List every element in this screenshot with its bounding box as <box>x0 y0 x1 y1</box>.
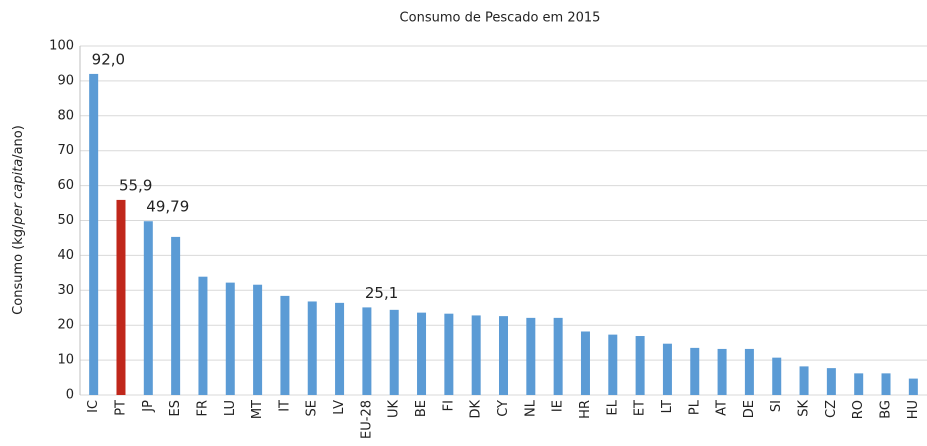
x-tick-label: DE <box>742 400 757 418</box>
bar <box>225 282 235 395</box>
bar <box>662 343 672 395</box>
x-tick-label: AT <box>715 400 730 416</box>
y-tick-label: 50 <box>57 213 74 228</box>
bar <box>881 373 891 395</box>
bar <box>198 276 208 395</box>
bar <box>772 357 782 395</box>
y-label-part: Consumo (kg/ <box>11 224 26 315</box>
x-tick-label: EL <box>605 399 620 415</box>
data-label: 55,9 <box>119 176 152 194</box>
y-axis-label: Consumo (kg/per capita/ano) <box>11 125 26 315</box>
bar <box>362 307 372 395</box>
x-tick-label: SE <box>305 400 320 416</box>
bar <box>580 331 590 395</box>
x-tick-label: IC <box>86 400 101 413</box>
bar <box>499 316 508 395</box>
y-tick-label: 0 <box>66 388 74 403</box>
y-tick-label: 40 <box>57 248 74 263</box>
bar <box>280 295 290 395</box>
x-tick-label: LU <box>223 400 238 416</box>
x-tick-label: ET <box>633 400 648 416</box>
y-tick-label: 10 <box>57 353 74 368</box>
x-tick-label: CZ <box>824 400 839 418</box>
x-tick-label: HR <box>578 400 593 419</box>
y-tick-label: 100 <box>49 39 74 54</box>
y-tick-label: 20 <box>57 318 74 333</box>
x-tick-label: CY <box>496 400 511 417</box>
y-label-part: /ano) <box>11 125 26 159</box>
y-tick-label: 80 <box>57 108 74 123</box>
bar <box>307 301 317 395</box>
bar <box>116 199 126 395</box>
x-tick-label: LT <box>660 400 675 413</box>
y-label-part: per capita <box>11 159 26 226</box>
x-tick-label: HU <box>906 400 921 419</box>
bar <box>553 317 563 395</box>
bar <box>417 312 427 395</box>
bar <box>908 378 918 395</box>
x-tick-label: SI <box>769 400 784 412</box>
x-tick-label: SK <box>797 400 812 417</box>
x-tick-label: RO <box>851 400 866 419</box>
x-tick-label: IT <box>277 400 292 412</box>
x-tick-label: DK <box>469 400 484 419</box>
x-tick-label: IE <box>551 400 566 412</box>
x-tick-label: FR <box>195 400 210 417</box>
x-tick-label: JP <box>141 400 156 413</box>
bar <box>389 309 399 395</box>
y-tick-label: 90 <box>57 73 74 88</box>
bar <box>717 348 727 395</box>
bar <box>526 317 536 395</box>
x-tick-label: MT <box>250 400 265 419</box>
data-label: 49,79 <box>146 198 189 216</box>
bar <box>335 302 345 395</box>
y-tick-label: 30 <box>57 283 74 298</box>
x-tick-label: ES <box>168 400 183 416</box>
bar <box>444 313 454 395</box>
x-tick-label: LV <box>332 400 347 415</box>
bar <box>171 236 181 395</box>
x-tick-label: BG <box>879 400 894 419</box>
x-tick-label: BE <box>414 400 429 417</box>
bar <box>143 221 153 395</box>
x-tick-label: EU-28 <box>359 400 374 439</box>
chart-title: Consumo de Pescado em 2015 <box>400 11 601 26</box>
bar <box>253 284 263 395</box>
bar <box>635 336 645 395</box>
bar <box>690 347 700 395</box>
x-tick-label: FI <box>441 400 456 411</box>
x-tick-label: PT <box>113 400 128 416</box>
y-tick-label: 60 <box>57 178 74 193</box>
data-label: 92,0 <box>92 50 125 68</box>
data-label: 25,1 <box>365 284 398 302</box>
bar <box>608 334 618 395</box>
bar <box>89 73 99 396</box>
bar <box>854 373 864 395</box>
y-tick-label: 70 <box>57 143 74 158</box>
x-tick-label: NL <box>523 399 538 417</box>
bar <box>826 368 836 395</box>
bar <box>471 315 481 395</box>
x-tick-label: UK <box>387 400 402 419</box>
bar <box>799 366 809 395</box>
bar <box>744 348 754 395</box>
x-tick-label: PL <box>687 399 702 415</box>
